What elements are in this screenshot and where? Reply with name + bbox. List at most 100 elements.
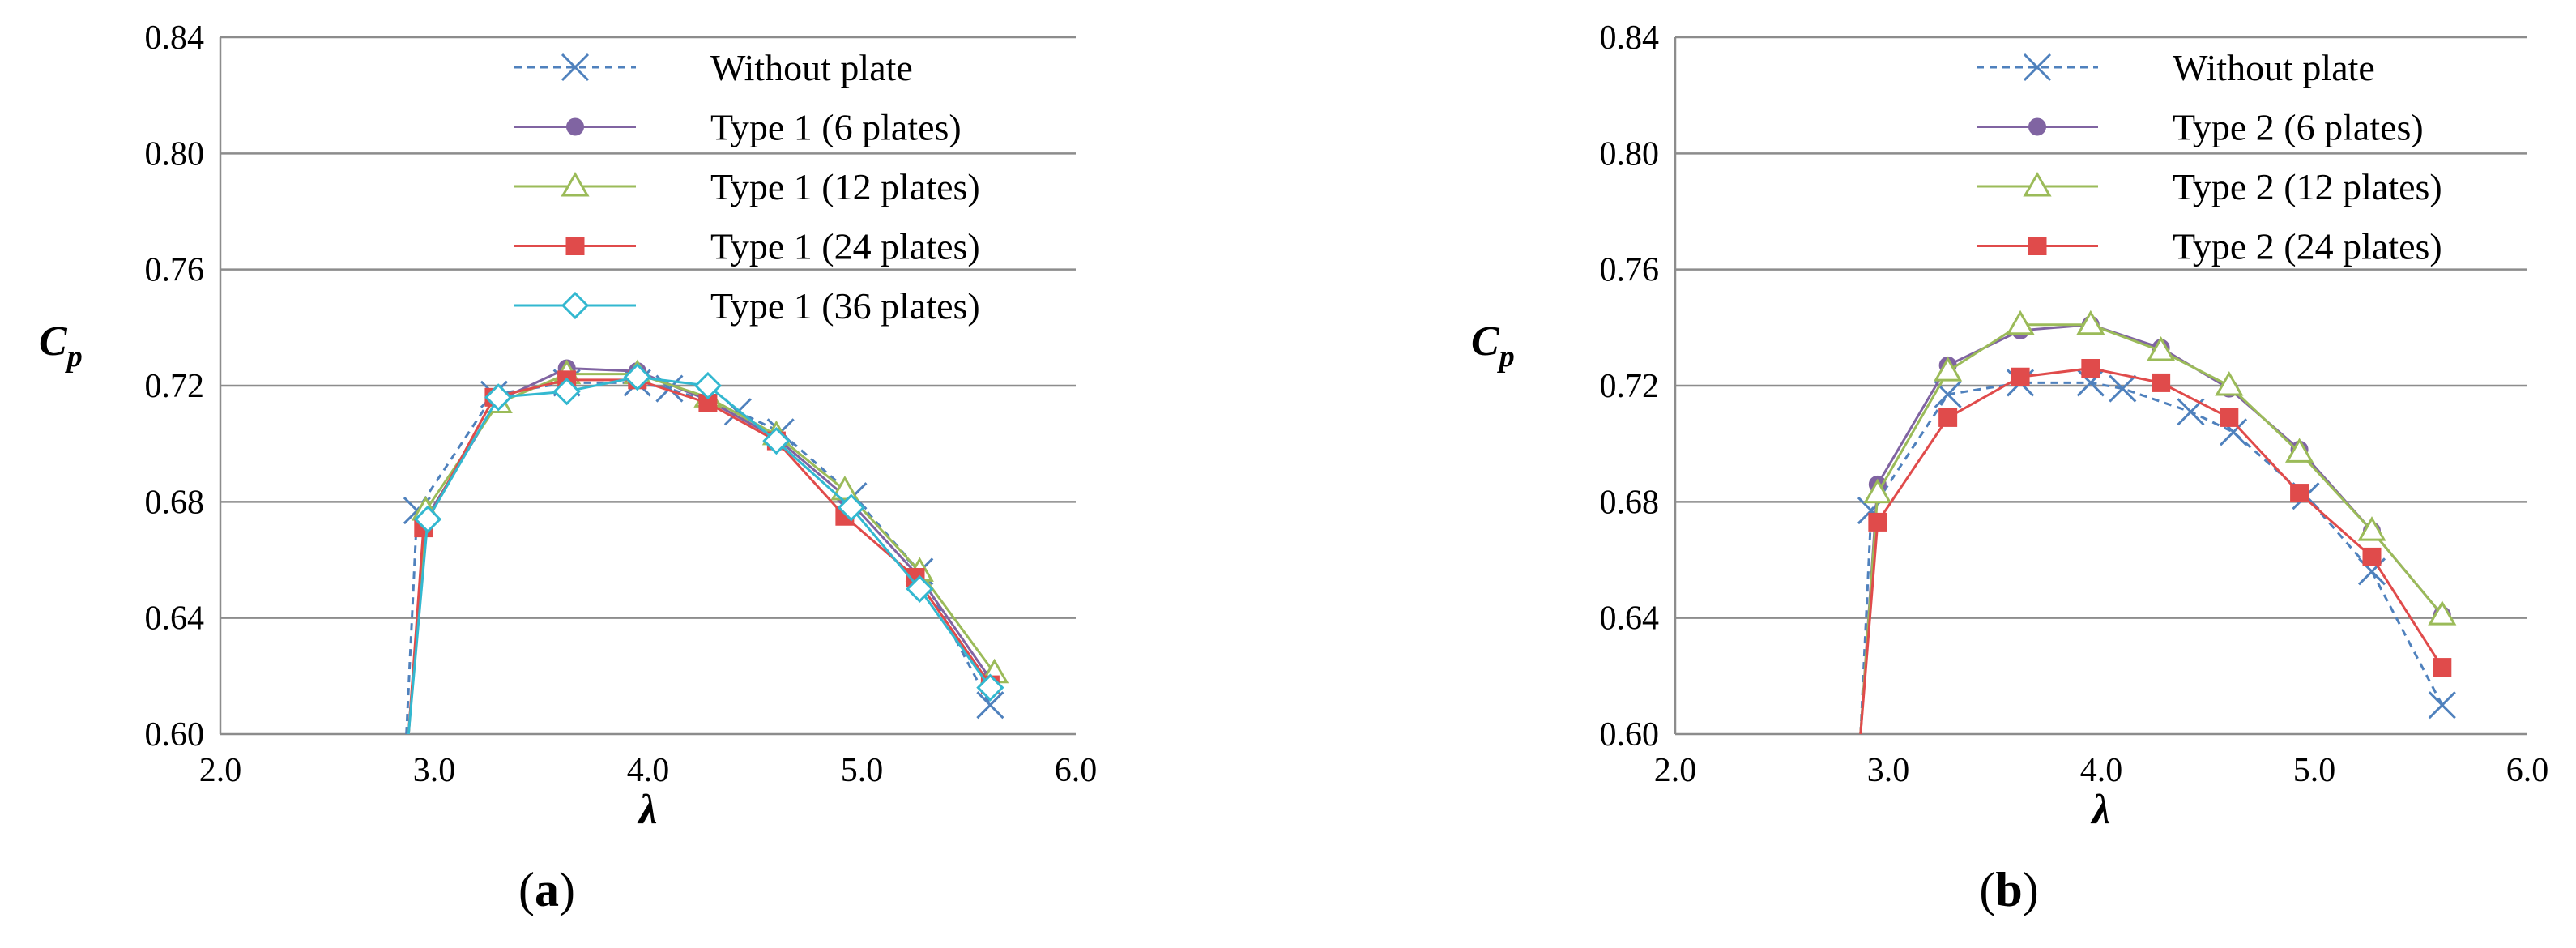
y-axis-ticks: 0.60 0.64 0.68 0.72 0.76 0.80 0.84 (145, 19, 205, 754)
caption-close: ) (559, 863, 575, 916)
data-point (2076, 310, 2105, 335)
y-tick-label: 0.84 (145, 19, 205, 57)
caption-open: ( (518, 863, 535, 916)
data-point (2006, 310, 2035, 335)
data-point (1868, 512, 1887, 532)
legend-label: Type 1 (6 plates) (710, 107, 962, 148)
x-axis-ticks: 2.0 3.0 4.0 5.0 6.0 (199, 752, 1098, 789)
x-tick-label: 3.0 (1867, 752, 1910, 789)
legend-item: Without plate (514, 47, 913, 88)
y-tick-label: 0.68 (1600, 484, 1660, 521)
data-point (2147, 335, 2176, 361)
series-line (1859, 366, 2444, 735)
legend-marker (561, 171, 590, 197)
legend-item: Type 1 (6 plates) (514, 107, 962, 148)
caption-close: ) (2023, 863, 2039, 916)
caption-open: ( (1979, 863, 1995, 916)
x-axis-ticks: 2.0 3.0 4.0 5.0 6.0 (1654, 752, 2549, 789)
series-0 (403, 369, 1004, 735)
legend-marker (2023, 53, 2052, 82)
y-axis-ticks: 0.60 0.64 0.68 0.72 0.76 0.80 0.84 (1600, 19, 1660, 754)
y-tick-label: 0.72 (1600, 368, 1660, 405)
y-tick-label: 0.64 (145, 600, 205, 638)
x-tick-label: 6.0 (2506, 752, 2549, 789)
data-point (976, 691, 1004, 720)
data-point (2433, 658, 2452, 677)
y-axis-label-sub: p (1497, 339, 1515, 374)
figure-caption: (a) (518, 863, 575, 916)
legend-item: Type 2 (24 plates) (1977, 226, 2442, 267)
series-line (1859, 323, 2443, 735)
series-1 (407, 359, 1000, 735)
data-point (2220, 408, 2239, 427)
x-axis-label: λ (637, 787, 657, 833)
data-point (413, 505, 442, 533)
y-tick-label: 0.68 (145, 484, 205, 521)
x-tick-label: 5.0 (841, 752, 884, 789)
x-tick-label: 3.0 (413, 752, 456, 789)
y-tick-label: 0.60 (1600, 716, 1660, 754)
x-tick-label: 4.0 (627, 752, 670, 789)
data-point (2081, 359, 2100, 378)
data-point (2362, 547, 2382, 566)
data-point (2011, 367, 2030, 386)
legend-label: Type 1 (36 plates) (710, 285, 980, 327)
data-point (1934, 357, 1963, 382)
legend-label: Type 2 (6 plates) (2173, 107, 2424, 148)
y-axis-label-main: C (39, 318, 68, 365)
data-point (693, 371, 723, 400)
data-point (2215, 370, 2244, 396)
data-point (2428, 600, 2457, 626)
x-tick-label: 2.0 (199, 752, 242, 789)
legend-label: Type 2 (12 plates) (2173, 166, 2442, 207)
x-tick-label: 2.0 (1654, 752, 1697, 789)
data-point (1938, 408, 1958, 427)
legend-marker (565, 237, 585, 255)
data-point (1863, 478, 1892, 504)
data-point (484, 383, 513, 412)
y-axis-label-main: C (1471, 318, 1500, 365)
data-point (906, 574, 934, 603)
legend-marker (2023, 171, 2052, 197)
legend-label: Type 1 (12 plates) (710, 166, 980, 207)
series-2 (407, 359, 1009, 735)
data-point (2109, 374, 2137, 403)
x-tick-label: 6.0 (1055, 752, 1098, 789)
data-point (830, 475, 859, 501)
series-3 (407, 370, 1000, 735)
legend-item: Type 2 (6 plates) (1977, 107, 2424, 148)
series-line (1859, 381, 2444, 735)
data-point (2152, 373, 2171, 392)
caption-letter: b (1995, 863, 2022, 916)
legend-marker (561, 53, 590, 82)
x-axis-label: λ (2090, 787, 2110, 833)
series-line (407, 373, 996, 735)
chart-panel-b: 0.60 0.64 0.68 0.72 0.76 0.80 0.84 2.0 3.0 4.0 5.0… (1471, 19, 2548, 916)
legend: Without plate Type 2 (6 plates) Type 2 (12… (1977, 47, 2442, 267)
y-axis-label-sub: p (65, 339, 83, 374)
data-point (2428, 691, 2456, 720)
series-line (407, 375, 992, 735)
data-point (2284, 438, 2314, 463)
legend-item: Type 1 (12 plates) (514, 166, 980, 207)
data-point (762, 426, 791, 455)
legend-marker (2028, 237, 2047, 255)
y-tick-label: 0.60 (145, 716, 205, 754)
y-tick-label: 0.64 (1600, 600, 1660, 638)
series-2 (1859, 310, 2457, 735)
data-point (976, 673, 1004, 702)
legend-label: Type 2 (24 plates) (2173, 226, 2442, 267)
y-tick-label: 0.72 (145, 368, 205, 405)
legend-item: Type 1 (36 plates) (514, 285, 980, 327)
series-line (405, 381, 992, 735)
data-point (2290, 484, 2309, 503)
y-tick-label: 0.76 (145, 252, 205, 289)
data-point (837, 493, 865, 522)
y-axis-label: Cp (1471, 318, 1515, 374)
x-tick-label: 4.0 (2080, 752, 2123, 789)
series-line (407, 378, 992, 735)
data-point (552, 378, 581, 406)
data-point (623, 363, 651, 391)
